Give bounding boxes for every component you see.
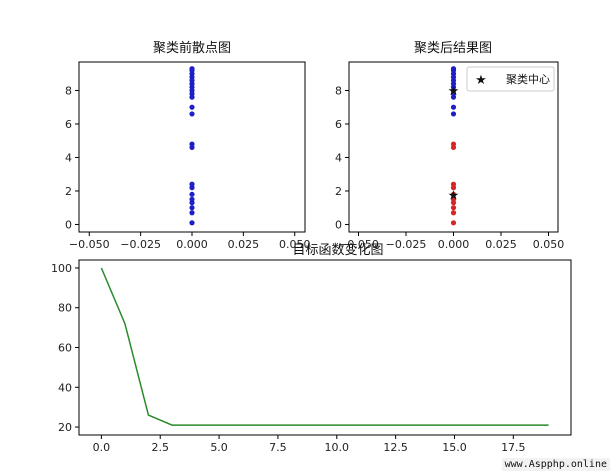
watermark: www.Aspphp.online	[502, 458, 610, 471]
x-tick-label: 7.5	[269, 441, 287, 454]
objective-line-panel: 0.0 2.5 5.0 7.5 10.0 12.5 15.0 17.520406080100 …	[51, 242, 571, 454]
data-points	[189, 66, 194, 225]
chart-title: 目标函数变化图	[292, 242, 383, 258]
x-tick-label: 2.5	[151, 441, 169, 454]
chart-title: 聚类后结果图	[414, 41, 492, 56]
x-tick-label: 0.025	[228, 238, 260, 251]
x-tick-label: 12.5	[383, 441, 408, 454]
x-tick-label: −0.025	[386, 238, 427, 251]
y-tick-label: 2	[335, 185, 342, 198]
x-tick-label: 15.0	[442, 441, 467, 454]
data-point	[189, 220, 194, 225]
y-tick-label: 8	[65, 84, 72, 97]
legend: ★ 聚类中心	[467, 67, 554, 91]
y-tick-label: 4	[335, 151, 342, 164]
data-point	[189, 111, 194, 116]
data-line	[101, 268, 548, 425]
data-point	[189, 197, 194, 202]
plot-frame	[79, 260, 571, 435]
data-point	[189, 66, 194, 71]
data-point	[451, 66, 456, 71]
chart-title: 聚类前散点图	[153, 40, 231, 56]
x-tick-label: 17.5	[501, 441, 526, 454]
x-tick-label: 5.0	[210, 441, 228, 454]
data-point	[451, 141, 456, 146]
legend-label: 聚类中心	[506, 72, 550, 86]
y-tick-label: 60	[58, 342, 72, 355]
y-tick-label: 2	[65, 185, 72, 198]
x-tick-label: −0.050	[69, 238, 110, 251]
data-point	[451, 182, 456, 187]
data-point	[451, 205, 456, 210]
y-tick-label: 40	[58, 381, 72, 394]
data-point	[451, 210, 456, 215]
data-point	[189, 192, 194, 197]
y-tick-label: 6	[65, 118, 72, 131]
data-point	[451, 220, 456, 225]
data-points: ★★	[448, 66, 460, 225]
legend-star-marker: ★	[475, 73, 487, 88]
data-point	[189, 210, 194, 215]
y-tick-label: 100	[51, 262, 72, 275]
x-tick-label: 0.0	[93, 441, 111, 454]
y-tick-label: 8	[335, 84, 342, 97]
x-tick-label: 0.025	[485, 238, 517, 251]
x-tick-label: 0.050	[533, 238, 565, 251]
data-point	[451, 111, 456, 116]
x-tick-label: 0.000	[176, 238, 208, 251]
y-tick-label: 6	[335, 118, 342, 131]
scatter-after-panel: 聚类后结果图 −0.050 −0.025 0.000 0.025 0.05002468 …	[335, 41, 564, 251]
x-tick-label: 10.0	[325, 441, 350, 454]
y-tick-label: 0	[335, 218, 342, 231]
data-point	[189, 182, 194, 187]
series-line	[101, 268, 548, 425]
cluster-center-marker: ★	[448, 84, 460, 99]
y-tick-label: 0	[65, 218, 72, 231]
data-point	[451, 105, 456, 110]
data-point	[189, 141, 194, 146]
y-tick-label: 80	[58, 302, 72, 315]
data-point	[189, 105, 194, 110]
data-point	[189, 205, 194, 210]
y-tick-label: 4	[65, 151, 72, 164]
x-tick-label: −0.025	[120, 238, 161, 251]
x-tick-label: 0.000	[438, 238, 470, 251]
cluster-center-marker: ★	[448, 189, 460, 204]
y-tick-label: 20	[58, 421, 72, 434]
